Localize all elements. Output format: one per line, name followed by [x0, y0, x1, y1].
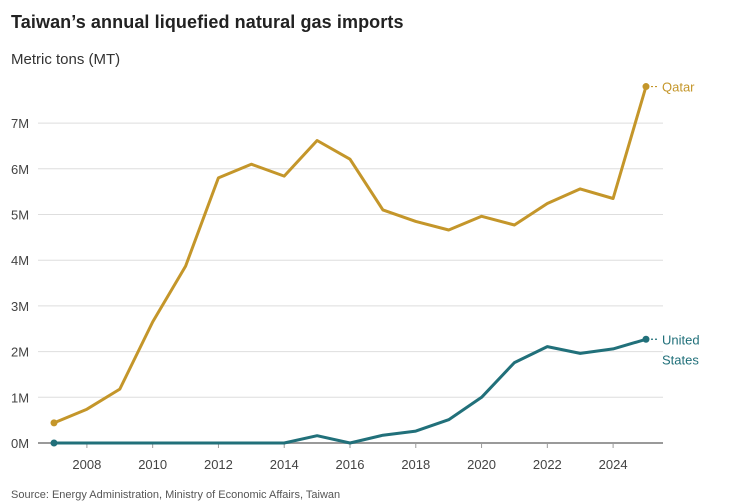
x-tick-label: 2018: [401, 457, 430, 472]
y-tick-label: 6M: [11, 162, 29, 177]
gridlines: [38, 122, 663, 398]
series-start-point-qatar: [50, 419, 58, 427]
x-axis: 2008 2010 2012 2014 2016 2018 2020 2022 2024: [38, 442, 663, 472]
x-tick-label: 2012: [204, 457, 233, 472]
series-label-united-states: United: [662, 332, 700, 347]
chart-subtitle: Metric tons (MT): [11, 51, 121, 68]
chart-title: Taiwan’s annual liquefied natural gas im…: [11, 12, 404, 32]
x-tick-label: 2024: [599, 457, 628, 472]
y-tick-label: 1M: [11, 390, 29, 405]
y-tick-label: 5M: [11, 208, 29, 223]
y-tick-label: 0M: [11, 436, 29, 451]
x-tick-label: 2016: [336, 457, 365, 472]
y-tick-label: 7M: [11, 116, 29, 131]
series-line-united-states: [52, 337, 648, 445]
series-line-qatar: [52, 85, 648, 425]
series-label-united-states: States: [662, 352, 699, 367]
y-tick-label: 3M: [11, 299, 29, 314]
x-tick-label: 2008: [72, 457, 101, 472]
y-tick-label: 4M: [11, 253, 29, 268]
x-tick-label: 2020: [467, 457, 496, 472]
x-tick-label: 2022: [533, 457, 562, 472]
series-start-point-united-states: [50, 439, 58, 447]
series-labels: Qatar United States: [651, 80, 700, 367]
series-label-qatar: Qatar: [662, 80, 695, 95]
series-end-point-united-states: [642, 335, 650, 343]
series-lines: [50, 83, 650, 447]
series-end-point-qatar: [642, 83, 650, 91]
x-tick-label: 2010: [138, 457, 167, 472]
x-tick-label: 2014: [270, 457, 299, 472]
source-note: Source: Energy Administration, Ministry …: [11, 489, 341, 501]
y-axis: 0M 1M 2M 3M 4M 5M 6M 7M: [11, 116, 29, 451]
y-tick-label: 2M: [11, 345, 29, 360]
